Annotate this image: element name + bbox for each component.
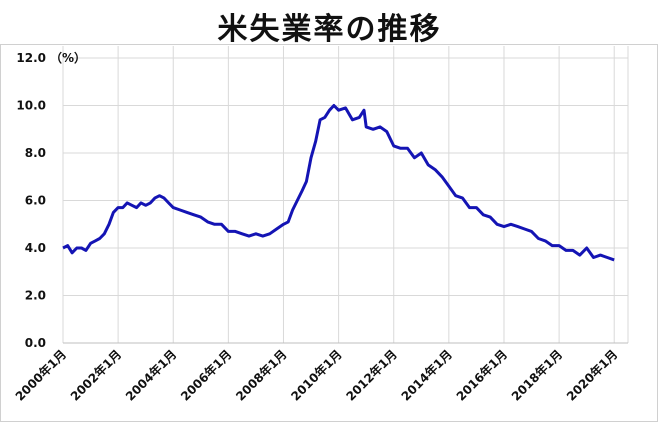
x-tick-label: 2002年1月 <box>67 347 124 404</box>
gridlines <box>62 46 629 343</box>
y-tick-label: 0.0 <box>25 336 46 350</box>
x-tick-label: 2014年1月 <box>398 347 455 404</box>
x-tick-label: 2016年1月 <box>453 347 510 404</box>
x-tick-label: 2000年1月 <box>12 347 69 404</box>
x-tick-label: 2020年1月 <box>563 347 620 404</box>
x-tick-label: 2012年1月 <box>343 347 400 404</box>
chart-frame <box>0 44 658 422</box>
y-tick-label: 10.0 <box>16 99 46 113</box>
x-axis-ticks: 2000年1月2002年1月2004年1月2006年1月2008年1月2010年… <box>12 347 620 404</box>
x-tick-label: 2010年1月 <box>288 347 345 404</box>
x-tick-label: 2006年1月 <box>177 347 234 404</box>
x-tick-label: 2004年1月 <box>122 347 179 404</box>
y-tick-label: 8.0 <box>25 146 46 160</box>
unemployment-rate-line <box>62 104 615 262</box>
y-tick-label: 12.0 <box>16 51 46 65</box>
y-axis-ticks: 0.0 2.0 4.0 6.0 8.0 10.0 12.0 （%） <box>16 50 86 350</box>
y-unit-label: （%） <box>50 50 86 65</box>
y-tick-label: 2.0 <box>25 289 46 303</box>
y-tick-label: 6.0 <box>25 194 46 208</box>
chart-title: 米失業率の推移 <box>217 12 442 47</box>
x-tick-label: 2008年1月 <box>233 347 290 404</box>
y-tick-label: 4.0 <box>25 241 46 255</box>
x-tick-label: 2018年1月 <box>508 347 565 404</box>
